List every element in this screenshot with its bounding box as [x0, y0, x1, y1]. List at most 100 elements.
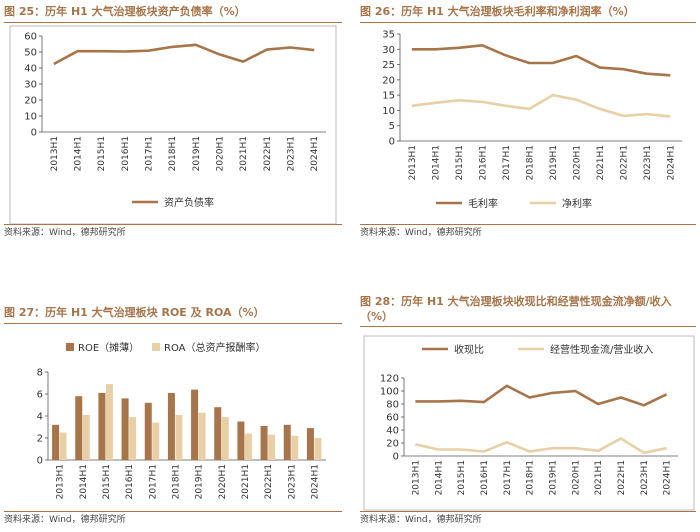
fig28-title: 图 28：历年 H1 大气治理板块收现比和经营性现金流净额/收入（%） [360, 294, 696, 327]
y-tick-label: 2 [37, 434, 43, 445]
bar [98, 392, 106, 460]
y-tick-label: 30 [382, 45, 395, 56]
series-line-2 [415, 437, 667, 455]
bar [59, 432, 67, 460]
bar [144, 402, 152, 460]
y-tick-label: 35 [382, 30, 395, 41]
x-tick-label: 2019H1 [549, 145, 559, 180]
bar [268, 434, 276, 460]
x-tick-label: 2017H1 [148, 464, 158, 499]
y-tick-label: 40 [24, 64, 37, 75]
x-tick-label: 2024H1 [663, 460, 673, 495]
y-tick-label: 40 [386, 426, 399, 437]
x-tick-label: 2019H1 [195, 464, 205, 499]
x-tick-label: 2020H1 [572, 145, 582, 180]
y-tick-label: 20 [386, 439, 399, 450]
fig25-title: 图 25：历年 H1 大气治理板块资产负债率（%） [4, 2, 342, 23]
x-tick-label: 2016H1 [121, 136, 131, 171]
bar [198, 412, 206, 460]
y-tick-label: 20 [24, 96, 37, 107]
x-tick-label: 2014H1 [434, 460, 444, 495]
x-tick-label: 2016H1 [125, 464, 135, 499]
y-tick-label: 0 [389, 137, 395, 148]
fig27-panel: 图 27：历年 H1 大气治理板块 ROE 及 ROA（%） 0 2 4 6 8 2013… [4, 303, 342, 529]
fig25-chart: 0 10 20 30 40 50 60 2013H1 2014H1 2015H1 2016H1 201… [9, 25, 337, 225]
bar [291, 435, 299, 460]
y-tick-label: 30 [24, 80, 37, 91]
x-tick-label: 2021H1 [239, 136, 249, 171]
y-tick-label: 15 [382, 91, 395, 102]
y-tick-label: 20 [382, 75, 395, 86]
legend-label: 净利率 [562, 197, 592, 210]
bar [314, 438, 322, 460]
legend-label: 资产负债率 [164, 196, 214, 209]
series-line-1 [411, 43, 671, 77]
legend-swatch [66, 343, 74, 351]
fig26-title: 图 26：历年 H1 大气治理板块毛利率和净利润率（%） [360, 2, 696, 23]
y-tick-label: 80 [386, 400, 399, 411]
x-tick-label: 2024H1 [310, 136, 320, 171]
bar [237, 421, 245, 460]
bar [283, 424, 291, 460]
bar [105, 384, 113, 460]
y-tick-label: 8 [37, 368, 43, 379]
bar [52, 424, 60, 460]
legend-label: 毛利率 [468, 197, 498, 210]
x-tick-label: 2015H1 [457, 460, 467, 495]
x-tick-label: 2019H1 [548, 460, 558, 495]
fig27-title: 图 27：历年 H1 大气治理板块 ROE 及 ROA（%） [4, 303, 342, 324]
x-tick-label: 2015H1 [455, 145, 465, 180]
series-line-1 [53, 43, 315, 66]
bar [306, 428, 314, 460]
x-tick-label: 2013H1 [411, 460, 421, 495]
fig27-chart: 0 2 4 6 8 2013H1 2014H1 2015H1 2016H1 2017H1 2018H… [37, 341, 326, 499]
x-tick-label: 2013H1 [50, 136, 60, 171]
x-tick-label: 2016H1 [478, 145, 488, 180]
y-tick-label: 0 [31, 128, 37, 139]
bar [244, 433, 252, 460]
x-tick-label: 2014H1 [431, 145, 441, 180]
x-tick-label: 2023H1 [287, 136, 297, 171]
fig28-chart: 0 20 40 60 80 100 120 2013H1 2014H1 2015H1 2016H1 2… [363, 335, 695, 511]
x-tick-label: 2013H1 [408, 145, 418, 180]
x-tick-label: 2017H1 [502, 145, 512, 180]
bar [82, 414, 90, 460]
x-tick-label: 2018H1 [525, 145, 535, 180]
x-tick-label: 2013H1 [56, 464, 66, 499]
x-tick-label: 2021H1 [241, 464, 251, 499]
x-tick-label: 2017H1 [145, 136, 155, 171]
x-tick-label: 2023H1 [287, 464, 297, 499]
x-tick-label: 2019H1 [192, 136, 202, 171]
legend-label: 经营性现金流/营业收入 [550, 343, 653, 356]
fig25-source: 资料来源：Wind，德邦研究所 [4, 224, 342, 240]
bar [175, 414, 183, 460]
plot-border [9, 25, 337, 225]
y-tick-label: 6 [37, 390, 43, 401]
x-tick-label: 2022H1 [264, 464, 274, 499]
x-tick-label: 2021H1 [594, 460, 604, 495]
x-tick-label: 2015H1 [102, 464, 112, 499]
series-line-1 [415, 384, 668, 407]
fig26-source: 资料来源：Wind，德邦研究所 [360, 224, 696, 240]
fig26-panel: 图 26：历年 H1 大气治理板块毛利率和净利润率（%） 0 5 10 15 20 25 3… [360, 2, 696, 240]
x-tick-label: 2016H1 [480, 460, 490, 495]
x-tick-label: 2014H1 [79, 464, 89, 499]
y-tick-label: 100 [380, 387, 399, 398]
x-tick-label: 2014H1 [74, 136, 84, 171]
series-line-2 [411, 93, 671, 118]
y-tick-label: 10 [382, 106, 395, 117]
bar [191, 389, 199, 460]
bar [75, 396, 83, 460]
y-tick-label: 5 [389, 121, 395, 132]
x-tick-label: 2023H1 [640, 460, 650, 495]
x-tick-label: 2021H1 [596, 145, 606, 180]
x-tick-label: 2022H1 [619, 145, 629, 180]
bar [260, 425, 268, 460]
plot-border [363, 335, 695, 511]
bar [214, 407, 222, 460]
x-tick-label: 2020H1 [218, 464, 228, 499]
y-tick-label: 0 [393, 452, 399, 463]
y-tick-label: 120 [380, 374, 399, 385]
y-tick-label: 60 [24, 32, 37, 43]
x-tick-label: 2017H1 [503, 460, 513, 495]
